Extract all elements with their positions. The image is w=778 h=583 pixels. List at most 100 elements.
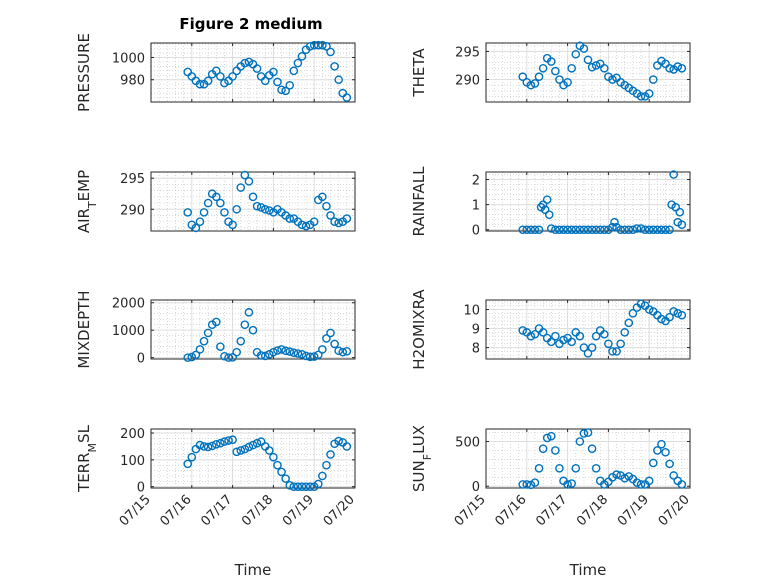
data-point — [330, 62, 339, 71]
data-point — [579, 429, 589, 438]
data-point — [555, 75, 564, 84]
data-point — [183, 353, 193, 362]
data-point — [277, 85, 286, 95]
data-point — [297, 482, 307, 491]
y-axis-label: THETA — [410, 48, 428, 98]
data-point — [522, 480, 532, 489]
data-point — [591, 464, 601, 473]
data-point — [567, 479, 576, 488]
data-point — [579, 343, 589, 352]
data-point — [301, 221, 311, 231]
data-point — [673, 309, 683, 318]
data-point — [260, 204, 270, 214]
y-tick-label: 500 — [455, 436, 480, 451]
x-axis-label: Time — [569, 561, 607, 579]
data-point — [342, 214, 352, 223]
data-point — [575, 225, 585, 235]
data-point — [620, 225, 630, 235]
data-point — [191, 350, 201, 360]
data-point — [567, 63, 576, 73]
data-point — [677, 63, 687, 73]
data-point — [628, 225, 638, 235]
data-point — [322, 460, 331, 470]
data-point — [526, 480, 536, 490]
data-point — [289, 482, 299, 491]
data-point — [530, 478, 540, 487]
data-point — [269, 347, 278, 357]
data-point — [538, 444, 548, 453]
data-point — [248, 192, 258, 202]
data-point — [587, 444, 597, 453]
subplot-1: 980 1000 PRESSURE — [75, 33, 356, 112]
data-point — [216, 72, 225, 81]
data-point — [538, 63, 548, 73]
data-point — [211, 317, 221, 327]
data-point — [281, 86, 290, 96]
y-axis-label: RAINFALL — [410, 166, 428, 237]
data-point — [571, 464, 581, 473]
data-point — [657, 225, 666, 235]
data-point — [518, 326, 528, 335]
data-point — [232, 447, 241, 457]
axes-background — [151, 429, 355, 488]
data-point — [587, 225, 597, 235]
data-point — [228, 220, 237, 230]
data-point — [559, 335, 568, 345]
data-point — [260, 351, 270, 361]
data-point — [530, 225, 540, 235]
y-tick-label: 9 — [472, 323, 480, 338]
data-point — [240, 170, 250, 180]
data-point — [538, 200, 548, 209]
y-axis-label: AIRTEMP — [75, 170, 99, 233]
data-point — [265, 446, 274, 455]
data-point — [252, 438, 262, 448]
data-point — [669, 170, 678, 179]
data-point — [334, 75, 343, 85]
data-point — [244, 442, 254, 452]
y-tick-label: 0 — [472, 480, 480, 495]
data-point — [269, 452, 278, 462]
data-point — [309, 352, 319, 361]
data-point — [236, 336, 246, 346]
data-point — [342, 93, 352, 102]
data-point — [648, 225, 658, 235]
data-point — [285, 214, 295, 223]
data-point — [661, 447, 670, 457]
data-point — [653, 225, 662, 235]
data-point — [228, 353, 237, 362]
data-point — [203, 442, 213, 452]
data-point — [224, 353, 233, 362]
subplot-2: 290 295 THETA — [410, 41, 691, 103]
data-point — [195, 440, 205, 450]
data-point — [277, 345, 286, 354]
data-point — [542, 195, 552, 204]
data-point — [538, 328, 548, 337]
axes-box — [150, 428, 356, 489]
data-point — [228, 435, 237, 445]
data-point — [624, 225, 634, 235]
data-point — [671, 202, 681, 212]
y-tick-label: 100 — [120, 454, 145, 469]
data-point — [579, 225, 589, 235]
data-point — [285, 347, 295, 356]
data-point — [563, 78, 572, 87]
data-point — [526, 225, 536, 235]
data-point — [244, 308, 254, 317]
y-axis-label: PRESSURE — [75, 33, 93, 112]
y-tick-label: 200 — [120, 427, 145, 442]
axes-box — [150, 171, 356, 232]
y-tick-label: 295 — [455, 45, 480, 60]
data-point — [334, 218, 343, 228]
data-point — [620, 473, 630, 483]
subplot-6: 8 9 10 H2OMIXRA — [410, 289, 691, 370]
data-point — [608, 75, 617, 84]
x-axis-label: Time — [234, 561, 272, 579]
data-point — [309, 40, 319, 50]
data-point — [644, 476, 654, 486]
data-point — [648, 75, 658, 84]
y-tick-label: 0 — [137, 352, 145, 367]
data-point — [318, 345, 327, 354]
data-point — [293, 58, 303, 68]
data-point — [591, 61, 601, 70]
